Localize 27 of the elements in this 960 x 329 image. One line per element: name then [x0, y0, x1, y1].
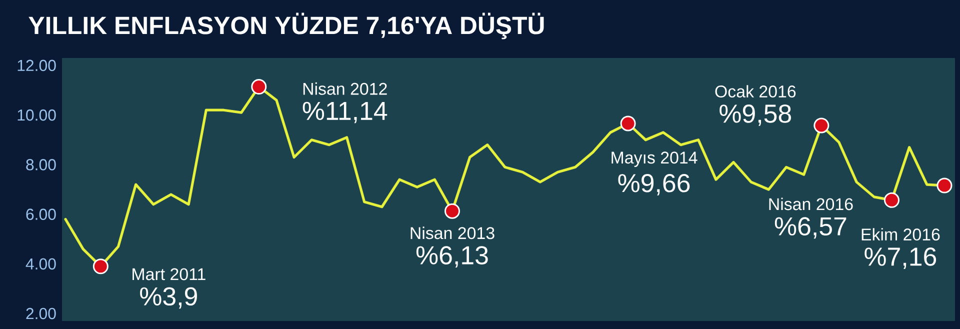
point	[444, 203, 460, 219]
chart-title: YILLIK ENFLASYON YÜZDE 7,16'YA DÜŞTÜ	[28, 12, 544, 40]
annotation: Nisan 2016	[769, 198, 853, 210]
annotation: Mayıs 2014	[612, 152, 698, 167]
data-label: %7,16	[864, 248, 936, 269]
annotation: Ocak 2016	[715, 85, 796, 98]
point	[251, 79, 267, 95]
data-label: %9,66	[618, 174, 690, 196]
data-label: %9,58	[720, 104, 792, 126]
annotation: Mart 2011	[132, 268, 206, 280]
annotation: Nisan 2013	[410, 226, 494, 240]
data-label: %6,13	[416, 246, 488, 268]
y-tick-label: 12.00	[18, 60, 56, 72]
data-label: %11,14	[302, 102, 388, 124]
point	[884, 192, 900, 208]
annotation: Ekim 2016	[862, 228, 940, 241]
data-label: %3,9	[140, 287, 197, 309]
y-tick-label: 2.00	[26, 308, 56, 320]
y-tick-label: 10.00	[18, 109, 56, 121]
y-tick-label: 6.00	[26, 208, 56, 220]
y-tick-label: 8.00	[26, 159, 56, 170]
point	[620, 116, 636, 132]
annotation: Nisan 2012	[303, 82, 387, 95]
point	[92, 258, 108, 274]
data-label: %6,57	[774, 217, 846, 239]
y-tick-label: 4.00	[26, 258, 56, 270]
point	[814, 118, 830, 134]
